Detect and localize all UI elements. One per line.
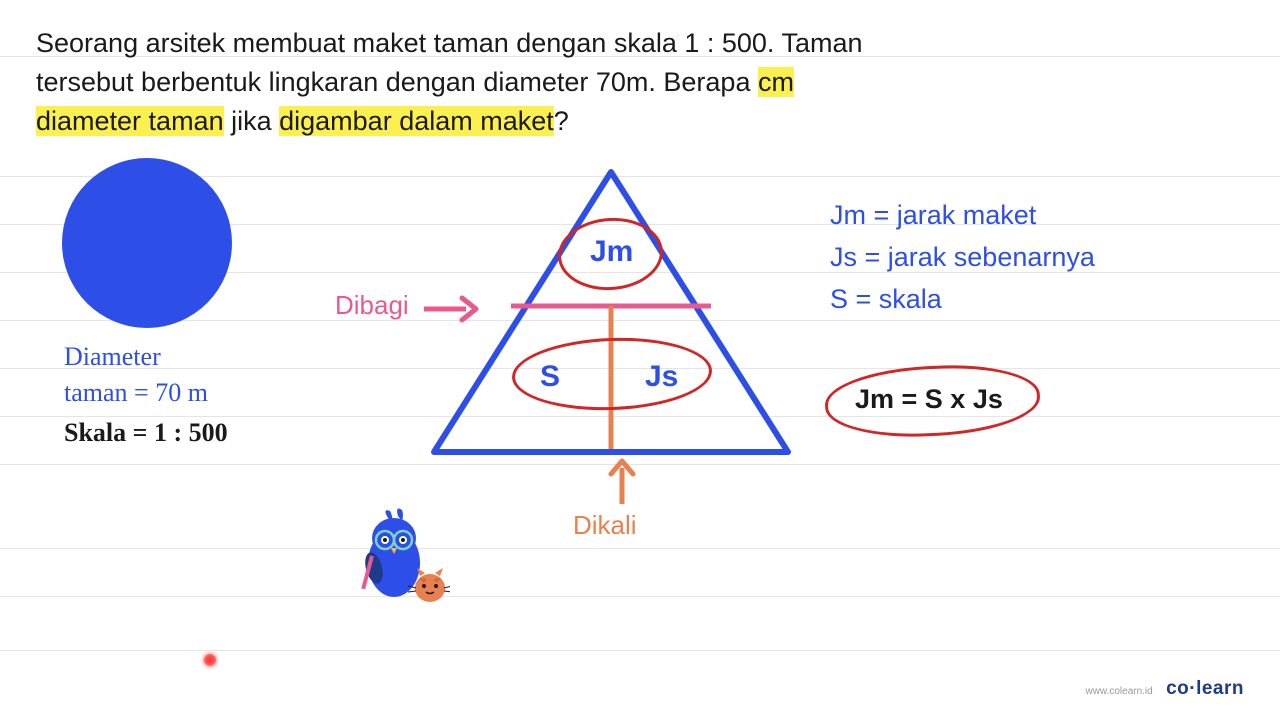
- legend-jm: Jm = jarak maket: [830, 195, 1095, 237]
- legend-s: S = skala: [830, 279, 1095, 321]
- q-hl2: diameter taman: [36, 106, 224, 136]
- dikali-arrow-icon: [605, 458, 639, 508]
- diameter-circle-shape: [62, 158, 232, 328]
- legend-js: Js = jarak sebenarnya: [830, 237, 1095, 279]
- question-text: Seorang arsitek membuat maket taman deng…: [36, 24, 1244, 141]
- colearn-logo: co·learn: [1166, 678, 1244, 699]
- q-l3d: ?: [554, 106, 569, 136]
- diameter-label: Diameter: [64, 340, 161, 374]
- formula-text: Jm = S x Js: [855, 384, 1003, 415]
- q-hl3: digambar dalam maket: [279, 106, 554, 136]
- dikali-label: Dikali: [573, 510, 637, 541]
- laser-pointer-dot: [204, 654, 216, 666]
- skala-value: Skala = 1 : 500: [64, 418, 228, 448]
- dibagi-arrow-icon: [420, 292, 480, 326]
- dibagi-label: Dibagi: [335, 290, 409, 321]
- q-l2a: tersebut berbentuk lingkaran dengan diam…: [36, 67, 758, 97]
- taman-value: taman = 70 m: [64, 378, 208, 408]
- footer-url: www.colearn.id: [1085, 686, 1152, 697]
- footer: www.colearn.id co·learn: [1085, 678, 1244, 700]
- owl-mascot-icon: [360, 508, 450, 608]
- q-hl1: cm: [758, 67, 794, 97]
- legend-box: Jm = jarak maket Js = jarak sebenarnya S…: [830, 195, 1095, 321]
- q-l3b: jika: [224, 106, 280, 136]
- q-l1: Seorang arsitek membuat maket taman deng…: [36, 28, 862, 58]
